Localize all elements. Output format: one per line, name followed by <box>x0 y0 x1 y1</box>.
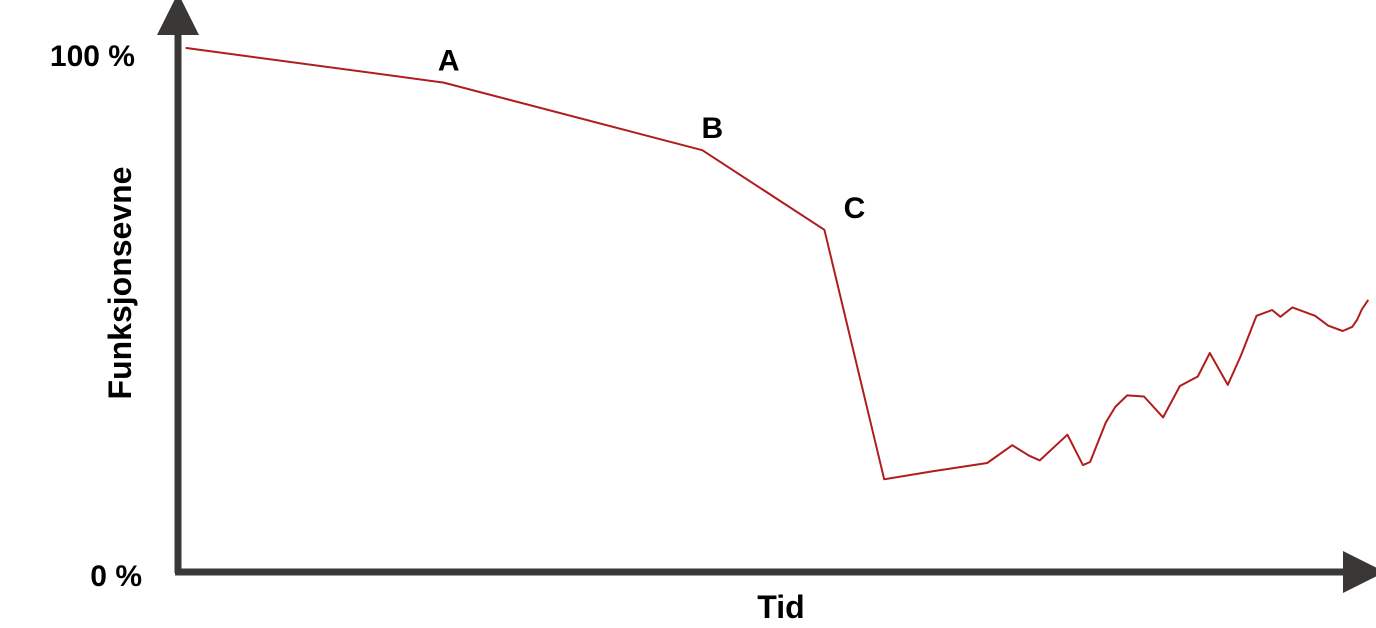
point-label-c: C <box>844 192 866 225</box>
y-tick-label-100: 100 % <box>50 40 135 73</box>
point-label-a: A <box>438 45 460 78</box>
x-axis-title: Tid <box>757 589 804 625</box>
y-axis-title: Funksjonsevne <box>102 167 138 400</box>
point-label-b: B <box>701 112 723 145</box>
series-line <box>185 47 1369 481</box>
y-tick-label-0: 0 % <box>90 560 142 593</box>
